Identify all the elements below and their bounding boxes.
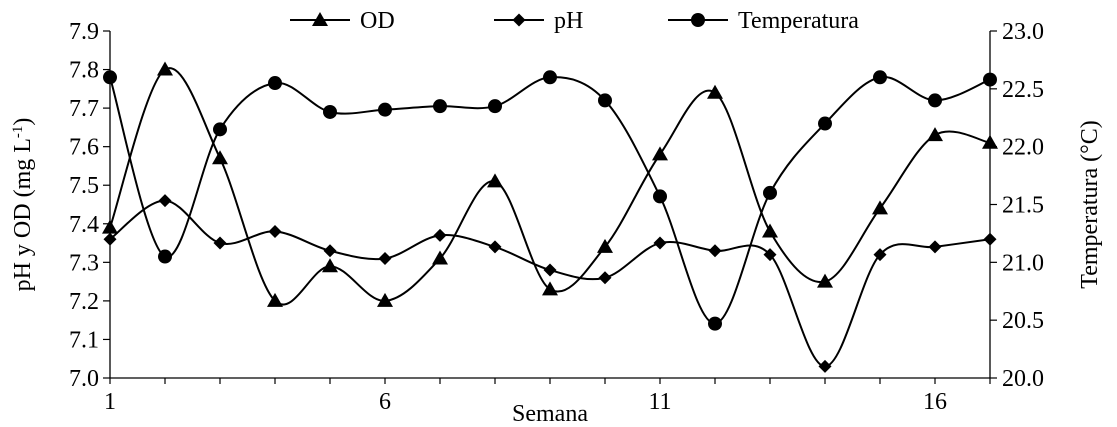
series-od (102, 61, 998, 307)
data-point-od (157, 61, 173, 76)
legend-label-ph: pH (554, 8, 583, 34)
data-point-temperatura (158, 249, 172, 264)
y-left-tick-label: 7.4 (69, 212, 99, 238)
data-point-ph (983, 232, 997, 246)
y-left-tick-label: 7.0 (69, 366, 99, 392)
data-point-od (322, 258, 338, 273)
data-point-temperatura (928, 93, 942, 108)
y-right-tick-label: 21.5 (1002, 193, 1044, 219)
x-tick-label: 1 (104, 389, 116, 415)
data-point-od (542, 281, 558, 296)
legend: OD pH Temperatura (290, 8, 859, 34)
data-point-temperatura (763, 185, 777, 200)
legend-label-temperatura: Temperatura (738, 8, 859, 34)
plot-series (102, 61, 998, 373)
y-left-tick-label: 7.8 (69, 58, 99, 84)
data-point-temperatura (708, 316, 722, 331)
data-point-od (212, 150, 228, 165)
series-ph (103, 194, 997, 373)
y-axis-left-label-sup: -1 (10, 126, 26, 139)
y-right-tick-label: 20.5 (1002, 308, 1044, 334)
legend-marker-temperatura (691, 13, 705, 27)
y-left-tick-label: 7.1 (69, 327, 99, 353)
legend-item-od: OD (290, 8, 395, 34)
data-point-od (982, 134, 998, 149)
data-point-ph (598, 271, 612, 285)
data-point-ph (488, 240, 502, 254)
data-point-ph (708, 244, 722, 258)
y-right-tick-label: 21.0 (1002, 250, 1044, 276)
series-line-ph (109, 199, 991, 368)
data-point-od (102, 219, 118, 234)
y-axis-left-label-close: ) (10, 118, 36, 126)
y-left-tick-label: 7.5 (69, 173, 99, 199)
legend-label-od: OD (360, 8, 395, 34)
data-point-temperatura (378, 102, 392, 117)
x-tick-label: 16 (923, 389, 947, 415)
y-axis-left-label: pH y OD (mg L-1) (10, 118, 36, 292)
data-point-od (377, 292, 393, 307)
data-point-temperatura (433, 99, 447, 114)
y-left-tick-label: 7.6 (69, 135, 99, 161)
y-right-tick-label: 22.0 (1002, 135, 1044, 161)
data-point-temperatura (598, 93, 612, 108)
data-point-ph (103, 232, 117, 246)
data-point-od (432, 250, 448, 265)
data-point-od (267, 292, 283, 307)
y-axis-left-label-text: pH y OD (mg L (10, 138, 36, 291)
data-point-od (597, 238, 613, 253)
data-point-od (872, 200, 888, 215)
legend-item-ph: pH (494, 8, 583, 34)
legend-marker-ph (512, 13, 526, 27)
data-point-ph (543, 263, 557, 277)
data-point-temperatura (323, 104, 337, 119)
y-left-tick-label: 7.3 (69, 250, 99, 276)
series-temperatura (103, 70, 997, 331)
data-point-ph (928, 240, 942, 254)
y-left-tick-label: 7.7 (69, 96, 99, 122)
data-point-ph (268, 224, 282, 238)
y-left-tick-label: 7.2 (69, 289, 99, 315)
data-point-temperatura (873, 70, 887, 85)
data-point-od (927, 127, 943, 142)
data-point-ph (433, 228, 447, 242)
y-right-tick-label: 23.0 (1002, 19, 1044, 45)
y-left-tick-label: 7.9 (69, 19, 99, 45)
data-point-temperatura (103, 70, 117, 85)
data-point-ph (763, 248, 777, 262)
data-point-ph (158, 194, 172, 208)
data-point-ph (818, 359, 832, 373)
data-point-temperatura (543, 70, 557, 85)
data-point-od (707, 84, 723, 99)
y-right-tick-label: 20.0 (1002, 366, 1044, 392)
x-tick-label: 11 (648, 389, 671, 415)
data-point-temperatura (268, 76, 282, 91)
data-point-temperatura (818, 116, 832, 131)
y-axis-right-label: Temperatura (°C) (1077, 120, 1103, 289)
data-point-ph (323, 244, 337, 258)
data-point-temperatura (983, 72, 997, 87)
x-tick-label: 6 (379, 389, 391, 415)
data-point-ph (213, 236, 227, 250)
data-point-od (652, 146, 668, 161)
data-point-ph (873, 248, 887, 262)
data-point-temperatura (653, 189, 667, 204)
y-right-tick-label: 22.5 (1002, 77, 1044, 103)
data-point-od (817, 273, 833, 288)
data-point-ph (653, 236, 667, 250)
legend-item-temperatura: Temperatura (668, 8, 859, 34)
data-point-ph (378, 251, 392, 265)
data-point-od (487, 173, 503, 188)
data-point-od (762, 223, 778, 238)
legend-marker-od (312, 12, 328, 26)
data-point-temperatura (488, 99, 502, 114)
data-point-temperatura (213, 122, 227, 137)
x-axis-label: Semana (512, 401, 588, 427)
axes: 7.0 7.1 7.2 7.3 7.4 7.5 7.6 7.7 7.8 7.9 20.0 20.5 21… (69, 19, 1044, 415)
